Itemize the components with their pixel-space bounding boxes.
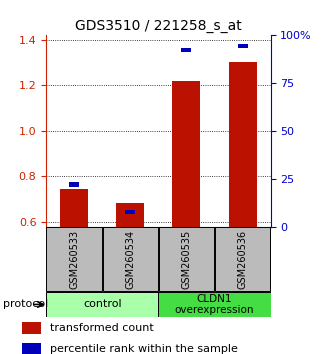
Text: GSM260535: GSM260535 <box>182 230 191 289</box>
Text: GSM260534: GSM260534 <box>125 230 135 289</box>
Bar <box>173 81 201 227</box>
Text: protocol: protocol <box>3 299 49 309</box>
FancyBboxPatch shape <box>215 227 270 291</box>
Text: GSM260536: GSM260536 <box>238 230 248 289</box>
FancyBboxPatch shape <box>158 292 271 317</box>
FancyBboxPatch shape <box>103 227 158 291</box>
FancyBboxPatch shape <box>47 227 102 291</box>
Bar <box>182 48 191 52</box>
Text: percentile rank within the sample: percentile rank within the sample <box>50 344 238 354</box>
Title: GDS3510 / 221258_s_at: GDS3510 / 221258_s_at <box>75 19 242 33</box>
Bar <box>22 343 41 354</box>
Bar <box>229 62 257 227</box>
FancyBboxPatch shape <box>159 227 214 291</box>
Bar <box>116 202 145 227</box>
Bar <box>238 44 248 48</box>
Text: control: control <box>83 299 122 309</box>
Text: CLDN1
overexpression: CLDN1 overexpression <box>175 293 254 315</box>
Bar <box>22 322 41 334</box>
FancyBboxPatch shape <box>46 292 158 317</box>
Bar <box>125 210 135 214</box>
Bar <box>69 182 79 187</box>
Bar <box>60 189 88 227</box>
Text: transformed count: transformed count <box>50 323 153 333</box>
Text: GSM260533: GSM260533 <box>69 230 79 289</box>
